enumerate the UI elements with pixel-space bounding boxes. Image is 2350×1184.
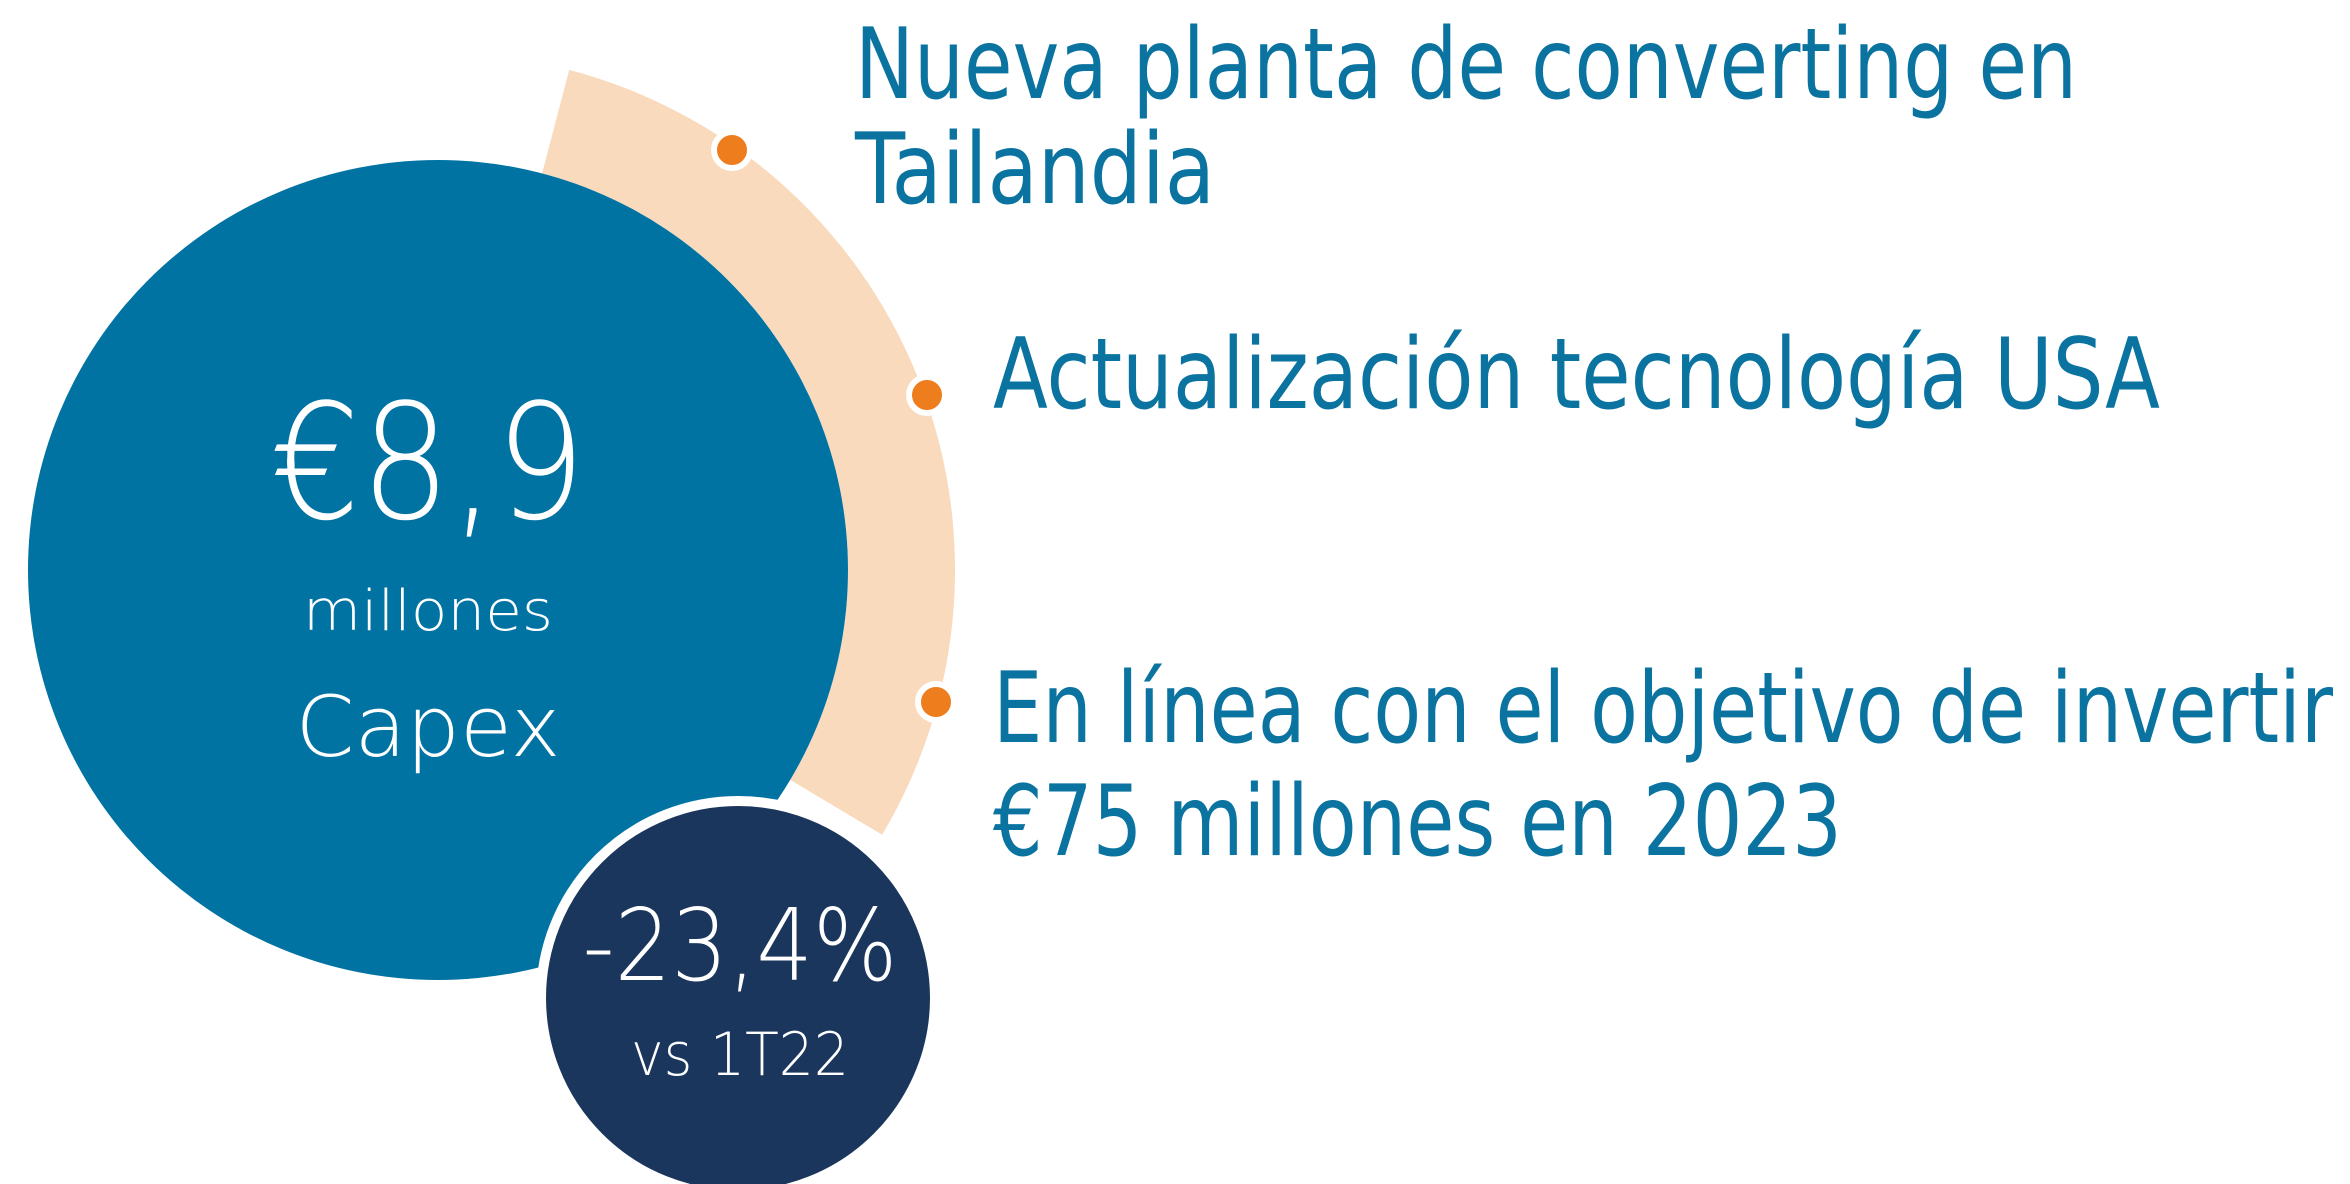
capex-unit: millones bbox=[303, 579, 553, 644]
highlight-text: €75 millones en 2023 bbox=[993, 765, 1842, 879]
highlight-text: Nueva planta de converting en bbox=[855, 8, 2077, 122]
bullet-dot bbox=[915, 681, 957, 723]
highlight-text: Actualización tecnología USA bbox=[993, 318, 2160, 432]
capex-label: Capex bbox=[296, 678, 561, 776]
arc-ring bbox=[542, 69, 956, 835]
capex-circle bbox=[28, 160, 848, 980]
highlight-text: Tailandia bbox=[854, 113, 1215, 227]
bullet-dot bbox=[906, 374, 948, 416]
bullet-dot bbox=[711, 129, 753, 171]
capex-value: €8,9 bbox=[271, 369, 586, 556]
change-label: vs 1T22 bbox=[631, 1020, 849, 1090]
change-circle bbox=[536, 796, 940, 1184]
change-value: -23,4% bbox=[583, 887, 898, 1004]
highlight-text: En línea con el objetivo de invertir bbox=[993, 652, 2334, 766]
